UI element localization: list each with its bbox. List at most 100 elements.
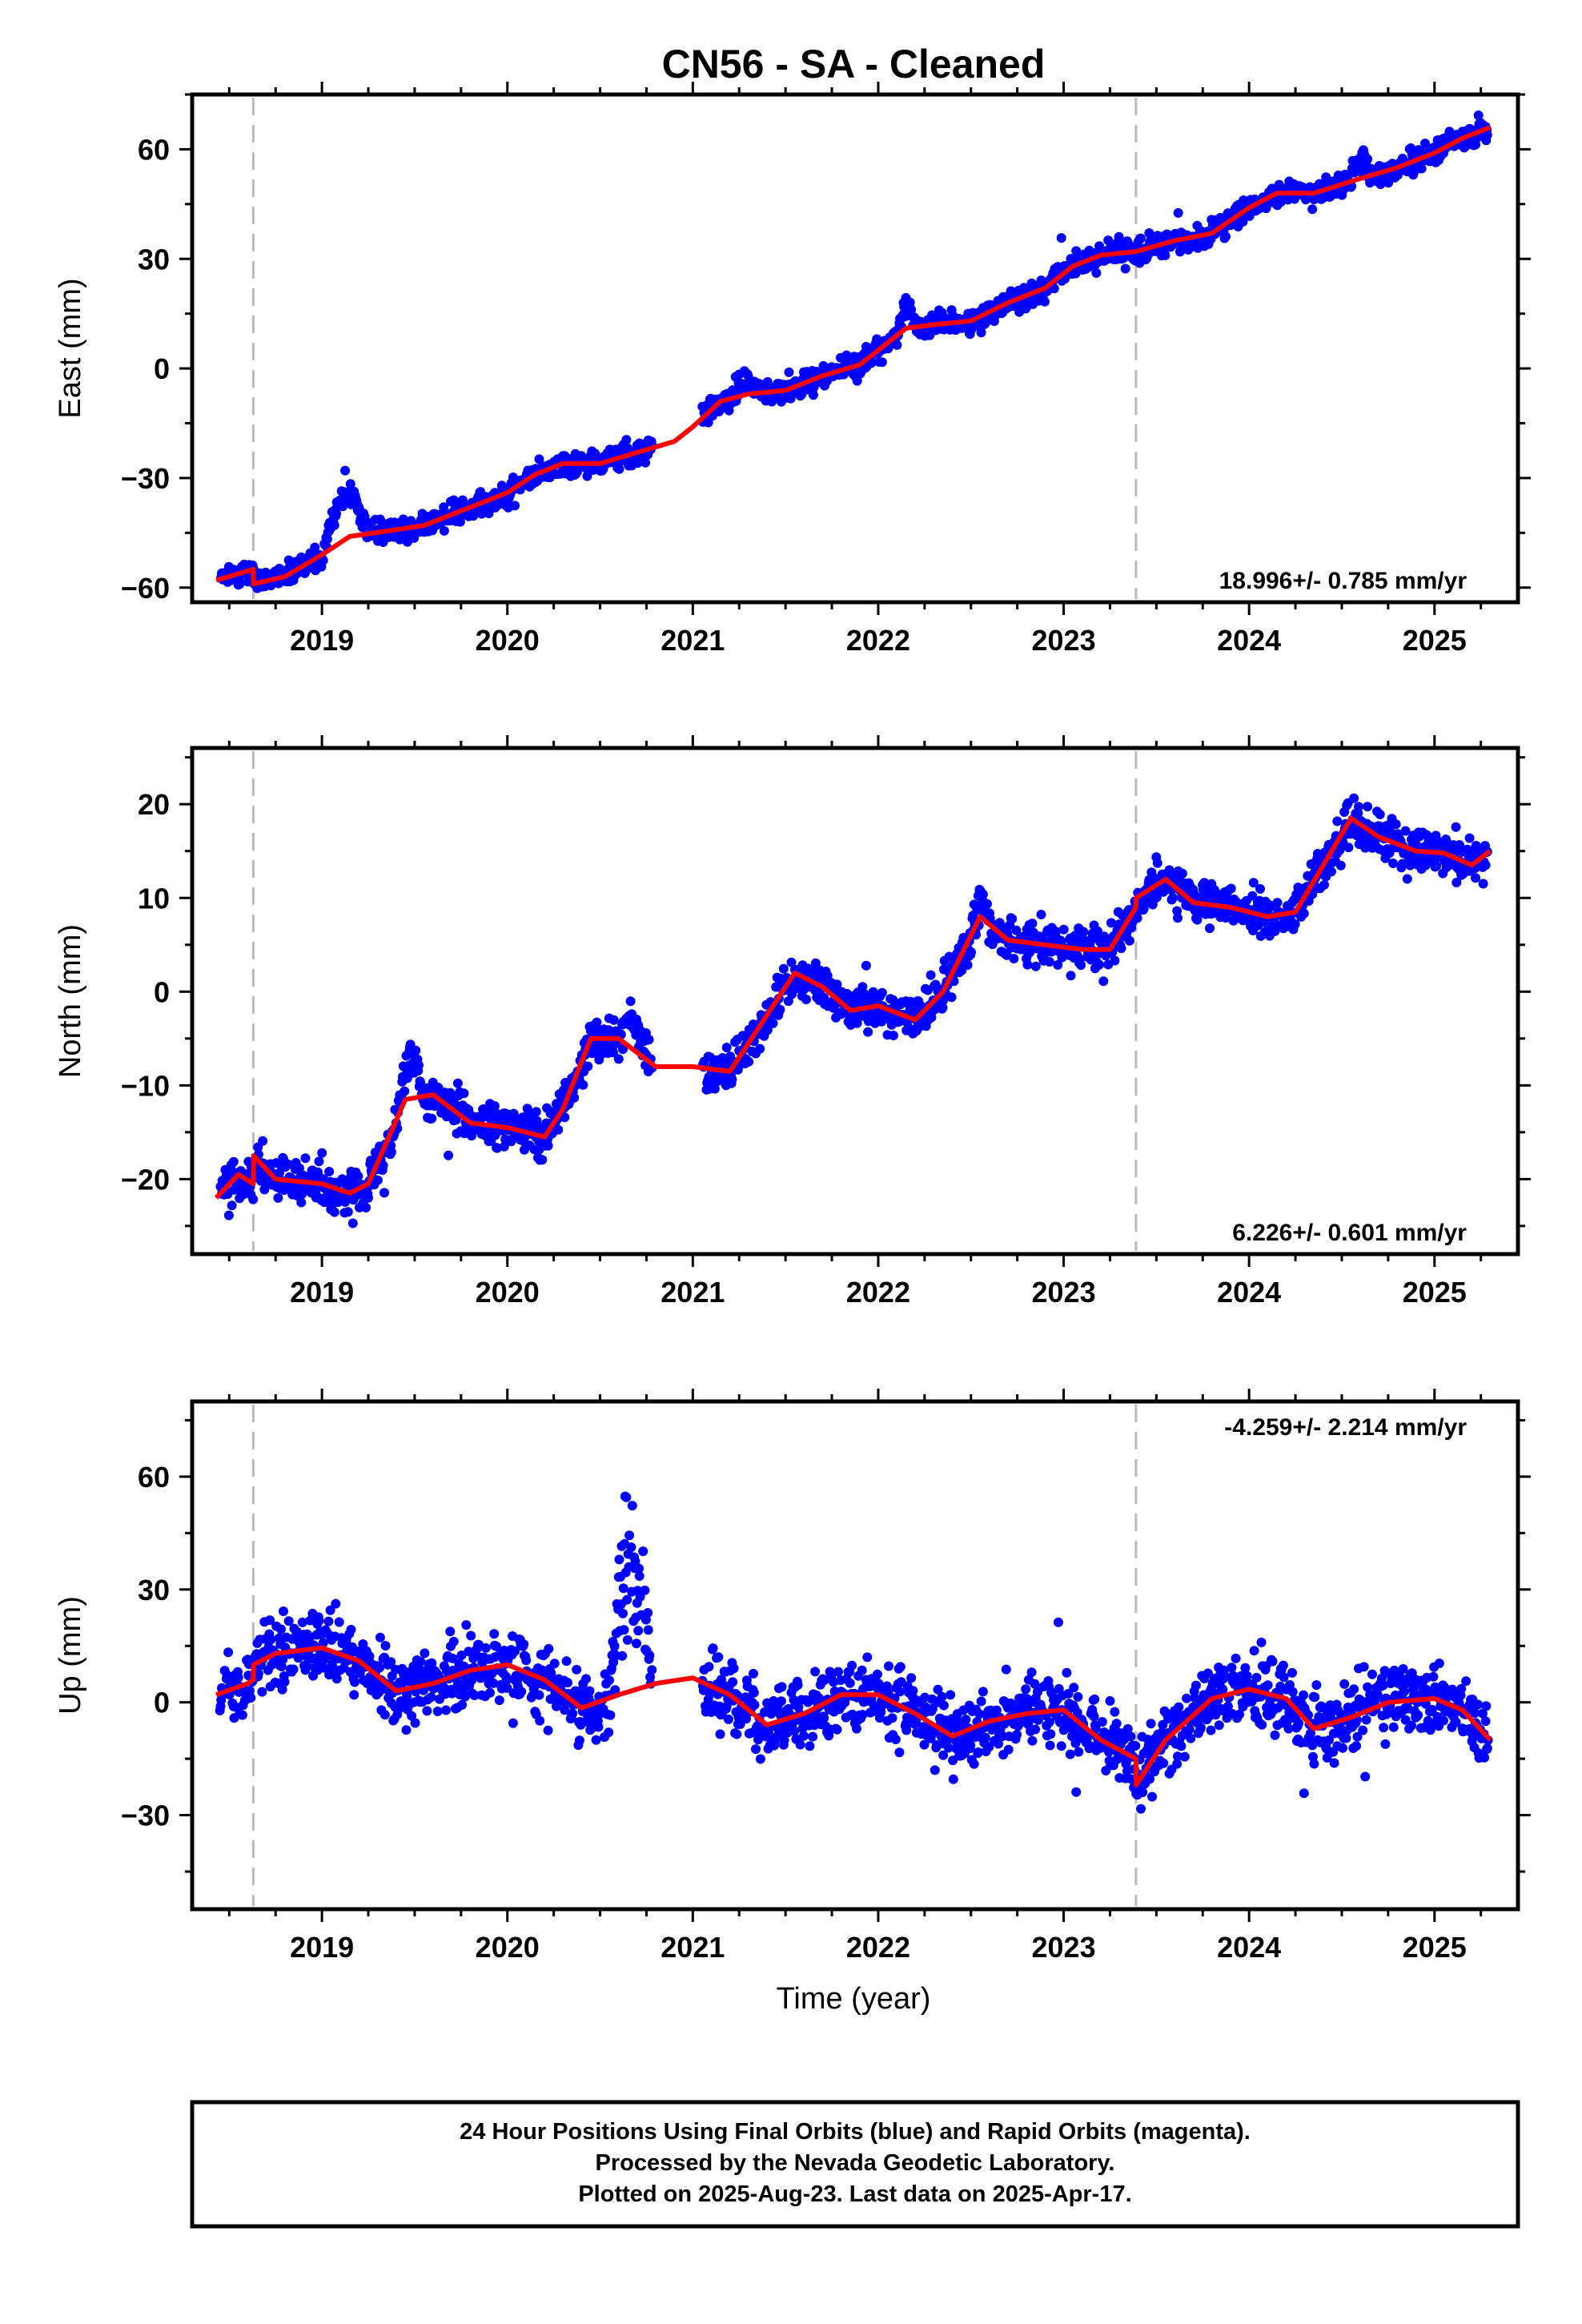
point-north-511 — [560, 1112, 570, 1123]
point-up-1194 — [1073, 1691, 1083, 1702]
x-tick-label-north-2025: 2025 — [1403, 1276, 1467, 1309]
point-north-209 — [353, 1171, 363, 1181]
point-up-641 — [643, 1608, 653, 1618]
point-up-246 — [380, 1641, 391, 1651]
panel-north: 2019 2020 2021 2022 2023 2024 2025−20−1001020N… — [54, 735, 1531, 1309]
point-up-637 — [640, 1585, 650, 1595]
point-east-909 — [866, 358, 877, 368]
point-up-327 — [432, 1707, 443, 1716]
point-north-334 — [444, 1150, 454, 1160]
point-north-1577 — [1332, 816, 1343, 826]
point-north-20 — [228, 1156, 239, 1167]
point-north-147 — [314, 1156, 324, 1167]
point-up-341 — [441, 1705, 452, 1715]
point-north-891 — [863, 1027, 873, 1037]
x-tick-label-north-2020: 2020 — [476, 1276, 540, 1309]
x-tick-label-east-2024: 2024 — [1217, 624, 1281, 657]
point-up-193 — [346, 1624, 356, 1634]
point-up-101 — [283, 1616, 294, 1626]
point-north-273 — [400, 1086, 410, 1096]
point-up-628 — [632, 1638, 641, 1649]
point-north-1677 — [1402, 874, 1412, 884]
point-up-1060 — [980, 1732, 990, 1743]
point-up-11 — [223, 1647, 234, 1658]
point-east-874 — [841, 350, 852, 360]
point-north-559 — [592, 1017, 602, 1027]
point-north-1670 — [1397, 858, 1407, 869]
point-east-1654 — [1363, 154, 1373, 164]
point-east-148 — [310, 542, 320, 553]
point-east-1193 — [1056, 233, 1066, 243]
point-north-1624 — [1363, 802, 1373, 812]
point-up-236 — [374, 1687, 384, 1698]
point-east-197 — [345, 479, 355, 489]
point-up-56 — [253, 1668, 263, 1679]
point-up-885 — [857, 1710, 868, 1720]
point-north-1787 — [1478, 879, 1488, 889]
point-north-1287 — [1132, 913, 1142, 923]
point-up-602 — [614, 1554, 624, 1565]
point-up-416 — [489, 1629, 500, 1639]
point-up-540 — [574, 1735, 584, 1746]
point-up-663 — [708, 1643, 718, 1654]
point-up-457 — [516, 1687, 527, 1697]
point-up-1250 — [1111, 1719, 1122, 1729]
x-tick-label-north-2021: 2021 — [661, 1276, 725, 1309]
point-up-92 — [277, 1684, 287, 1695]
point-north-1105 — [1009, 954, 1019, 963]
x-tick-label-north-2024: 2024 — [1217, 1276, 1281, 1309]
point-north-469 — [531, 1107, 541, 1117]
point-up-1133 — [1030, 1679, 1040, 1689]
point-up-571 — [593, 1722, 604, 1732]
point-east-967 — [906, 304, 917, 315]
point-up-172 — [331, 1674, 342, 1684]
y-tick-label-east-3: 30 — [138, 243, 170, 275]
point-north-346 — [451, 1115, 461, 1125]
point-up-793 — [795, 1739, 805, 1750]
point-up-175 — [334, 1617, 344, 1627]
point-north-1066 — [982, 899, 992, 909]
point-up-90 — [276, 1624, 287, 1634]
point-north-600 — [618, 1044, 628, 1055]
point-up-615 — [622, 1594, 632, 1605]
point-up-73 — [265, 1615, 275, 1626]
point-north-1557 — [1319, 879, 1329, 890]
point-up-238 — [375, 1632, 385, 1642]
x-tick-label-east-2025: 2025 — [1403, 624, 1467, 657]
point-north-612 — [625, 996, 636, 1007]
x-tick-label-east-2020: 2020 — [476, 624, 540, 657]
point-north-639 — [644, 1035, 654, 1045]
point-north-723 — [755, 1043, 765, 1054]
point-up-1128 — [1026, 1667, 1037, 1678]
point-up-1088 — [1001, 1664, 1011, 1675]
point-east-1313 — [1136, 233, 1146, 243]
point-up-152 — [319, 1663, 329, 1673]
point-up-365 — [456, 1651, 467, 1660]
point-north-310 — [427, 1113, 437, 1124]
point-up-96 — [279, 1677, 290, 1687]
point-up-1039 — [966, 1740, 976, 1751]
point-north-246 — [379, 1188, 389, 1198]
point-north-1469 — [1255, 884, 1265, 894]
rate-label-east: 18.996+/- 0.785 mm/yr — [1219, 568, 1468, 594]
point-up-994 — [937, 1691, 947, 1702]
point-up-1169 — [1056, 1741, 1066, 1751]
point-north-1661 — [1391, 819, 1401, 830]
point-up-642 — [643, 1625, 653, 1635]
point-up-291 — [410, 1718, 420, 1728]
point-north-358 — [459, 1088, 469, 1099]
point-up-94 — [279, 1606, 288, 1616]
point-up-464 — [521, 1655, 532, 1666]
point-up-905 — [872, 1669, 882, 1679]
point-north-1235 — [1098, 976, 1109, 987]
point-up-865 — [845, 1678, 855, 1688]
point-north-1494 — [1272, 898, 1283, 908]
point-up-151 — [318, 1638, 328, 1648]
point-up-844 — [832, 1724, 842, 1735]
point-east-380 — [468, 511, 479, 521]
point-up-1119 — [1021, 1684, 1031, 1695]
point-up-982 — [930, 1765, 940, 1775]
point-north-403 — [489, 1101, 500, 1112]
y-tick-label-north-4: 20 — [138, 788, 170, 821]
point-up-644 — [644, 1651, 655, 1661]
